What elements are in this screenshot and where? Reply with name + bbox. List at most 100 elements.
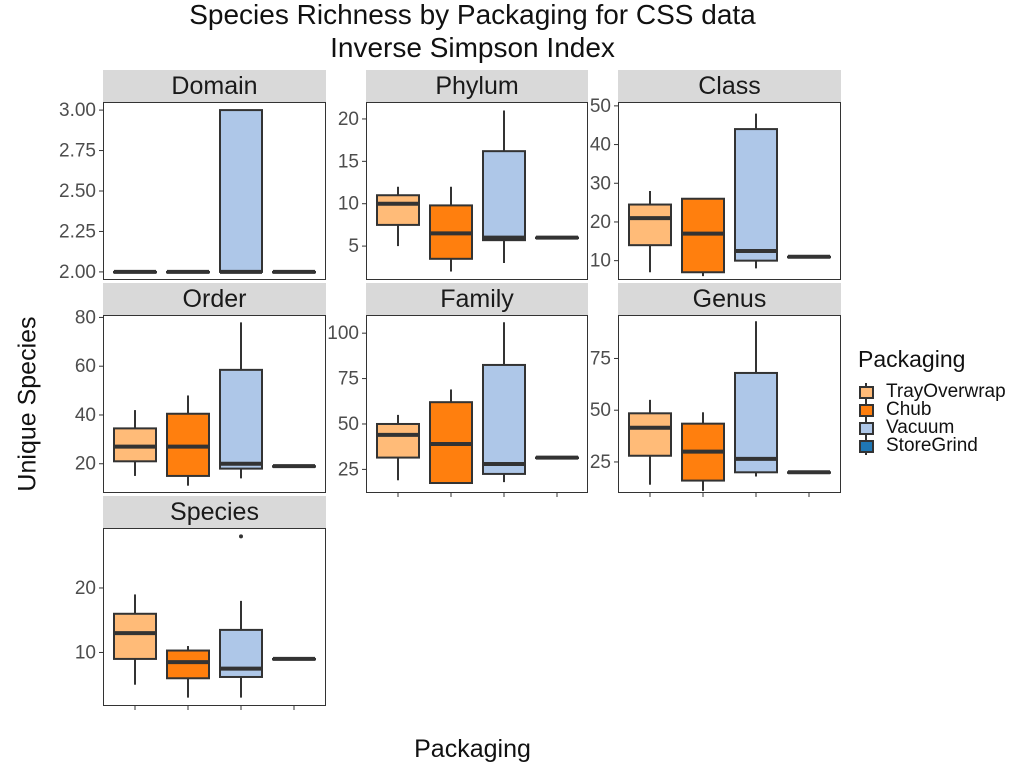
y-tick-label-family: 75 [338,369,359,390]
box-class-vacuum [734,113,778,269]
panel-border-order [103,315,326,493]
facet-label-domain: Domain [171,72,257,100]
y-tick-label-domain: 3.00 [59,100,96,121]
box-phylum-chub [429,186,473,272]
y-tick-label-species: 10 [75,642,96,663]
facet-strip-class [618,70,841,102]
box-phylum-vacuum [482,110,526,264]
box-domain-storegrind [272,269,316,274]
facet-strip-phylum [366,70,588,102]
legend-key-chub [858,401,874,419]
box-family-storegrind [535,455,579,460]
facet-order: Order 20 40 60 80 [75,283,326,493]
legend-label-chub: Chub [886,399,932,420]
box-species-trayoverwrap [113,594,157,685]
y-tick-label-phylum: 10 [338,194,359,215]
legend-item-chub: Chub [858,399,1006,420]
panel-border-phylum [366,102,588,280]
x-axis-label: Packaging [414,735,531,763]
y-tick-label-domain: 2.00 [59,262,96,283]
panel-border-species [103,528,326,706]
box-genus-storegrind [787,470,831,475]
y-tick-label-class: 10 [590,251,611,272]
y-tick-label-class: 50 [590,96,611,117]
box-family-chub [429,389,473,485]
panel-border-domain [103,102,326,280]
facet-label-order: Order [183,285,247,313]
box-body-genus-trayoverwrap [628,412,672,457]
chart-subtitle: Inverse Simpson Index [330,32,615,63]
facet-genus: Genus 25 50 75 [590,283,841,497]
box-species-chub [166,646,210,698]
legend-item-vacuum: Vacuum [858,417,1006,438]
box-body-phylum-vacuum [482,150,526,242]
y-tick-label-domain: 2.50 [59,181,96,202]
y-tick-label-class: 40 [590,135,611,156]
box-body-species-chub [166,649,210,680]
box-body-class-trayoverwrap [628,203,672,247]
facet-strip-genus [618,283,841,315]
y-tick-label-domain: 2.25 [59,221,96,242]
facet-strip-species [103,496,326,528]
y-tick-label-order: 80 [75,307,96,328]
box-class-chub [681,197,725,277]
y-tick-label-family: 25 [338,459,359,480]
facet-domain: Domain 2.00 2.25 2.50 2.75 3.00 [59,70,326,283]
box-body-species-trayoverwrap [113,612,157,660]
box-family-vacuum [482,322,526,483]
chart-title: Species Richness by Packaging for CSS da… [189,0,756,30]
y-tick-label-phylum: 5 [348,236,359,257]
box-domain-vacuum [219,109,263,274]
facet-label-genus: Genus [693,285,767,313]
y-tick-label-genus: 50 [590,400,611,421]
box-body-family-vacuum [482,363,526,475]
panel-border-family [366,315,588,493]
box-body-class-vacuum [734,128,778,262]
box-order-vacuum [219,322,263,479]
legend-key-trayoverwrap [858,383,874,401]
box-genus-chub [681,412,725,491]
box-genus-vacuum [734,321,778,477]
facet-phylum: Phylum 5 10 15 20 [338,70,588,280]
facet-species: Species 10 20 [75,496,326,710]
outlier-species-vacuum [239,534,243,539]
y-tick-label-genus: 25 [590,452,611,473]
box-phylum-storegrind [535,235,579,240]
box-body-genus-vacuum [734,371,778,474]
box-domain-chub [166,269,210,274]
legend-key-vacuum [858,419,874,437]
box-domain-trayoverwrap [113,269,157,274]
y-tick-label-domain: 2.75 [59,141,96,162]
y-tick-label-class: 20 [590,212,611,233]
box-body-order-vacuum [219,368,263,470]
box-body-family-trayoverwrap [376,422,420,459]
box-genus-trayoverwrap [628,399,672,485]
box-body-domain-vacuum [219,109,263,273]
facet-strip-order [103,283,326,315]
y-tick-label-order: 40 [75,405,96,426]
box-species-vacuum [219,534,263,698]
legend: Packaging TrayOverwrap Chub Vacuum Store… [858,346,1006,456]
box-order-chub [166,395,210,486]
facet-strip-family [366,283,588,315]
legend-key-storegrind [858,437,874,455]
box-order-trayoverwrap [113,410,157,476]
box-class-trayoverwrap [628,191,672,273]
y-tick-label-family: 100 [327,323,359,344]
facet-label-species: Species [170,498,259,526]
box-family-trayoverwrap [376,414,420,481]
panel-border-class [618,102,841,280]
y-tick-label-phylum: 15 [338,151,359,172]
y-tick-label-family: 50 [338,414,359,435]
panel-border-genus [618,315,841,493]
y-tick-label-order: 20 [75,454,96,475]
y-tick-label-genus: 75 [590,348,611,369]
legend-item-trayoverwrap: TrayOverwrap [858,381,1006,402]
box-species-storegrind [272,656,316,661]
legend-item-storegrind: StoreGrind [858,435,1006,456]
legend-label-vacuum: Vacuum [886,417,955,438]
legend-label-storegrind: StoreGrind [886,435,978,456]
legend-label-trayoverwrap: TrayOverwrap [886,381,1006,402]
box-order-storegrind [272,464,316,469]
